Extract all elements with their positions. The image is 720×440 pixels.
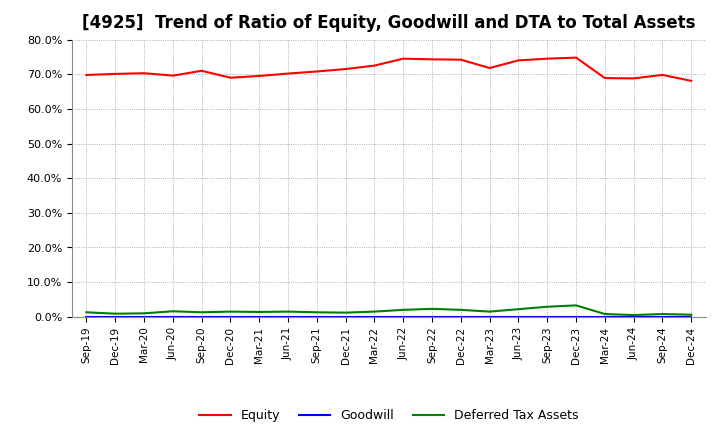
Deferred Tax Assets (629, 312, 638, 318)
Equity (226, 75, 235, 81)
Equity (600, 75, 609, 81)
Equity (255, 73, 264, 79)
Deferred Tax Assets (341, 310, 350, 315)
Goodwill (456, 314, 465, 319)
Equity (572, 55, 580, 60)
Deferred Tax Assets (312, 310, 321, 315)
Goodwill (82, 314, 91, 319)
Equity (140, 70, 148, 76)
Equity (514, 58, 523, 63)
Goodwill (514, 314, 523, 319)
Equity (687, 78, 696, 84)
Deferred Tax Assets (543, 304, 552, 309)
Goodwill (543, 314, 552, 319)
Deferred Tax Assets (168, 308, 177, 314)
Deferred Tax Assets (370, 309, 379, 314)
Goodwill (197, 314, 206, 319)
Legend: Equity, Goodwill, Deferred Tax Assets: Equity, Goodwill, Deferred Tax Assets (194, 404, 583, 427)
Deferred Tax Assets (226, 309, 235, 314)
Equity (428, 57, 436, 62)
Equity (341, 66, 350, 72)
Deferred Tax Assets (658, 312, 667, 317)
Deferred Tax Assets (255, 309, 264, 315)
Deferred Tax Assets (197, 310, 206, 315)
Goodwill (399, 314, 408, 319)
Equity (456, 57, 465, 62)
Equity (111, 71, 120, 77)
Equity (399, 56, 408, 61)
Equity (82, 72, 91, 77)
Deferred Tax Assets (456, 307, 465, 312)
Title: [4925]  Trend of Ratio of Equity, Goodwill and DTA to Total Assets: [4925] Trend of Ratio of Equity, Goodwil… (82, 15, 696, 33)
Equity (168, 73, 177, 78)
Deferred Tax Assets (399, 307, 408, 312)
Deferred Tax Assets (140, 311, 148, 316)
Equity (197, 68, 206, 73)
Goodwill (111, 314, 120, 319)
Deferred Tax Assets (428, 306, 436, 312)
Goodwill (629, 314, 638, 319)
Goodwill (226, 314, 235, 319)
Deferred Tax Assets (600, 312, 609, 317)
Equity (284, 71, 292, 76)
Equity (658, 72, 667, 77)
Goodwill (600, 314, 609, 319)
Deferred Tax Assets (111, 311, 120, 316)
Deferred Tax Assets (485, 309, 494, 314)
Line: Equity: Equity (86, 58, 691, 81)
Goodwill (284, 314, 292, 319)
Deferred Tax Assets (284, 309, 292, 314)
Deferred Tax Assets (514, 307, 523, 312)
Deferred Tax Assets (572, 303, 580, 308)
Equity (370, 63, 379, 68)
Equity (485, 66, 494, 71)
Goodwill (255, 314, 264, 319)
Goodwill (428, 314, 436, 319)
Goodwill (658, 314, 667, 319)
Goodwill (485, 314, 494, 319)
Deferred Tax Assets (82, 310, 91, 315)
Goodwill (140, 314, 148, 319)
Equity (312, 69, 321, 74)
Equity (629, 76, 638, 81)
Goodwill (312, 314, 321, 319)
Goodwill (341, 314, 350, 319)
Goodwill (370, 314, 379, 319)
Goodwill (572, 314, 580, 319)
Goodwill (687, 314, 696, 319)
Deferred Tax Assets (687, 312, 696, 317)
Goodwill (168, 314, 177, 319)
Equity (543, 56, 552, 61)
Line: Deferred Tax Assets: Deferred Tax Assets (86, 305, 691, 315)
